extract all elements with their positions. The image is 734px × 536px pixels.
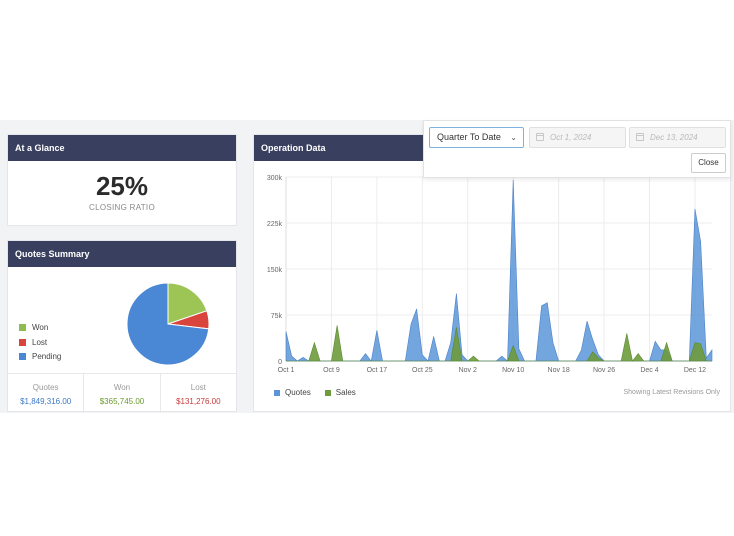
legend-label-pending: Pending	[32, 352, 62, 361]
series-legend: Quotes Sales	[274, 388, 356, 397]
x-tick-label: Oct 9	[323, 367, 340, 374]
start-date-placeholder: Oct 1, 2024	[550, 133, 592, 142]
revisions-note: Showing Latest Revisions Only	[623, 389, 721, 396]
legend-swatch-sales	[324, 389, 331, 396]
end-date-placeholder: Dec 13, 2024	[650, 133, 698, 142]
legend-swatch-pending	[19, 353, 26, 360]
stat-won-value: $365,745.00	[99, 397, 145, 406]
chevron-down-icon: ⌄	[510, 133, 517, 142]
legend-label-won: Won	[32, 323, 49, 332]
end-date-input[interactable]: Dec 13, 2024	[629, 127, 726, 148]
area-series-quotes[interactable]	[285, 180, 713, 362]
at-a-glance-panel: At a Glance 25% CLOSING RATIO	[7, 134, 237, 226]
pie-slice-pending[interactable]	[126, 282, 210, 366]
stat-quotes-value: $1,849,316.00	[20, 397, 72, 406]
closing-ratio-label: CLOSING RATIO	[89, 203, 155, 212]
x-tick-label: Dec 12	[684, 367, 706, 374]
legend-item-pending[interactable]: Pending	[19, 352, 61, 361]
date-range-select[interactable]: Quarter To Date ⌄	[429, 127, 524, 148]
calendar-icon	[636, 133, 644, 141]
start-date-input[interactable]: Oct 1, 2024	[529, 127, 626, 148]
stat-quotes: Quotes $1,849,316.00	[8, 374, 85, 413]
y-tick-label: 0	[278, 359, 282, 366]
quotes-pie-chart	[126, 282, 210, 366]
date-range-value: Quarter To Date	[437, 132, 501, 142]
x-tick-label: Oct 17	[367, 367, 388, 374]
y-tick-label: 75k	[271, 313, 283, 320]
operation-data-panel: Operation Data 0 75k 150k 225k 300k Oct 1 Oct …	[253, 134, 731, 412]
area-series-sales[interactable]	[286, 325, 712, 362]
stat-quotes-label: Quotes	[32, 383, 59, 392]
x-tick-label: Nov 18	[548, 367, 570, 374]
close-button[interactable]: Close	[691, 153, 726, 173]
stat-lost-value: $131,276.00	[176, 397, 221, 406]
stat-won: Won $365,745.00	[84, 374, 161, 413]
x-tick-label: Oct 25	[412, 367, 433, 374]
date-filter-popover: Quarter To Date ⌄ Oct 1, 2024 Dec 13, 20…	[423, 120, 731, 178]
operation-area-chart: 0 75k 150k 225k 300k Oct 1 Oct 9 Oct 17 Oct 25 No…	[267, 175, 713, 374]
legend-swatch-won	[19, 324, 26, 331]
legend-item-lost[interactable]: Lost	[19, 338, 47, 347]
at-a-glance-title: At a Glance	[8, 135, 236, 161]
legend-label-sales[interactable]: Sales	[335, 388, 356, 397]
stat-lost-label: Lost	[190, 383, 206, 392]
y-tick-label: 150k	[267, 267, 283, 274]
x-tick-label: Nov 2	[459, 367, 477, 374]
quotes-summary-panel: Quotes Summary Won Lost Pending Quotes $…	[7, 240, 237, 413]
calendar-icon	[536, 133, 544, 141]
closing-ratio-value: 25%	[95, 171, 149, 201]
stat-lost: Lost $131,276.00	[161, 374, 236, 413]
legend-label-quotes[interactable]: Quotes	[285, 388, 311, 397]
legend-swatch-lost	[19, 339, 26, 346]
x-tick-label: Oct 1	[278, 367, 295, 374]
legend-label-lost: Lost	[32, 338, 48, 347]
x-tick-label: Nov 26	[593, 367, 615, 374]
quotes-stats-row: Quotes $1,849,316.00 Won $365,745.00 Los…	[8, 373, 236, 413]
x-tick-label: Nov 10	[502, 367, 524, 374]
legend-swatch-quotes	[274, 389, 280, 396]
y-tick-label: 225k	[267, 221, 283, 228]
legend-item-won[interactable]: Won	[19, 323, 48, 332]
quotes-summary-title: Quotes Summary	[8, 241, 236, 267]
stat-won-label: Won	[113, 383, 131, 392]
x-tick-label: Dec 4	[640, 367, 658, 374]
y-tick-label: 300k	[267, 175, 283, 182]
